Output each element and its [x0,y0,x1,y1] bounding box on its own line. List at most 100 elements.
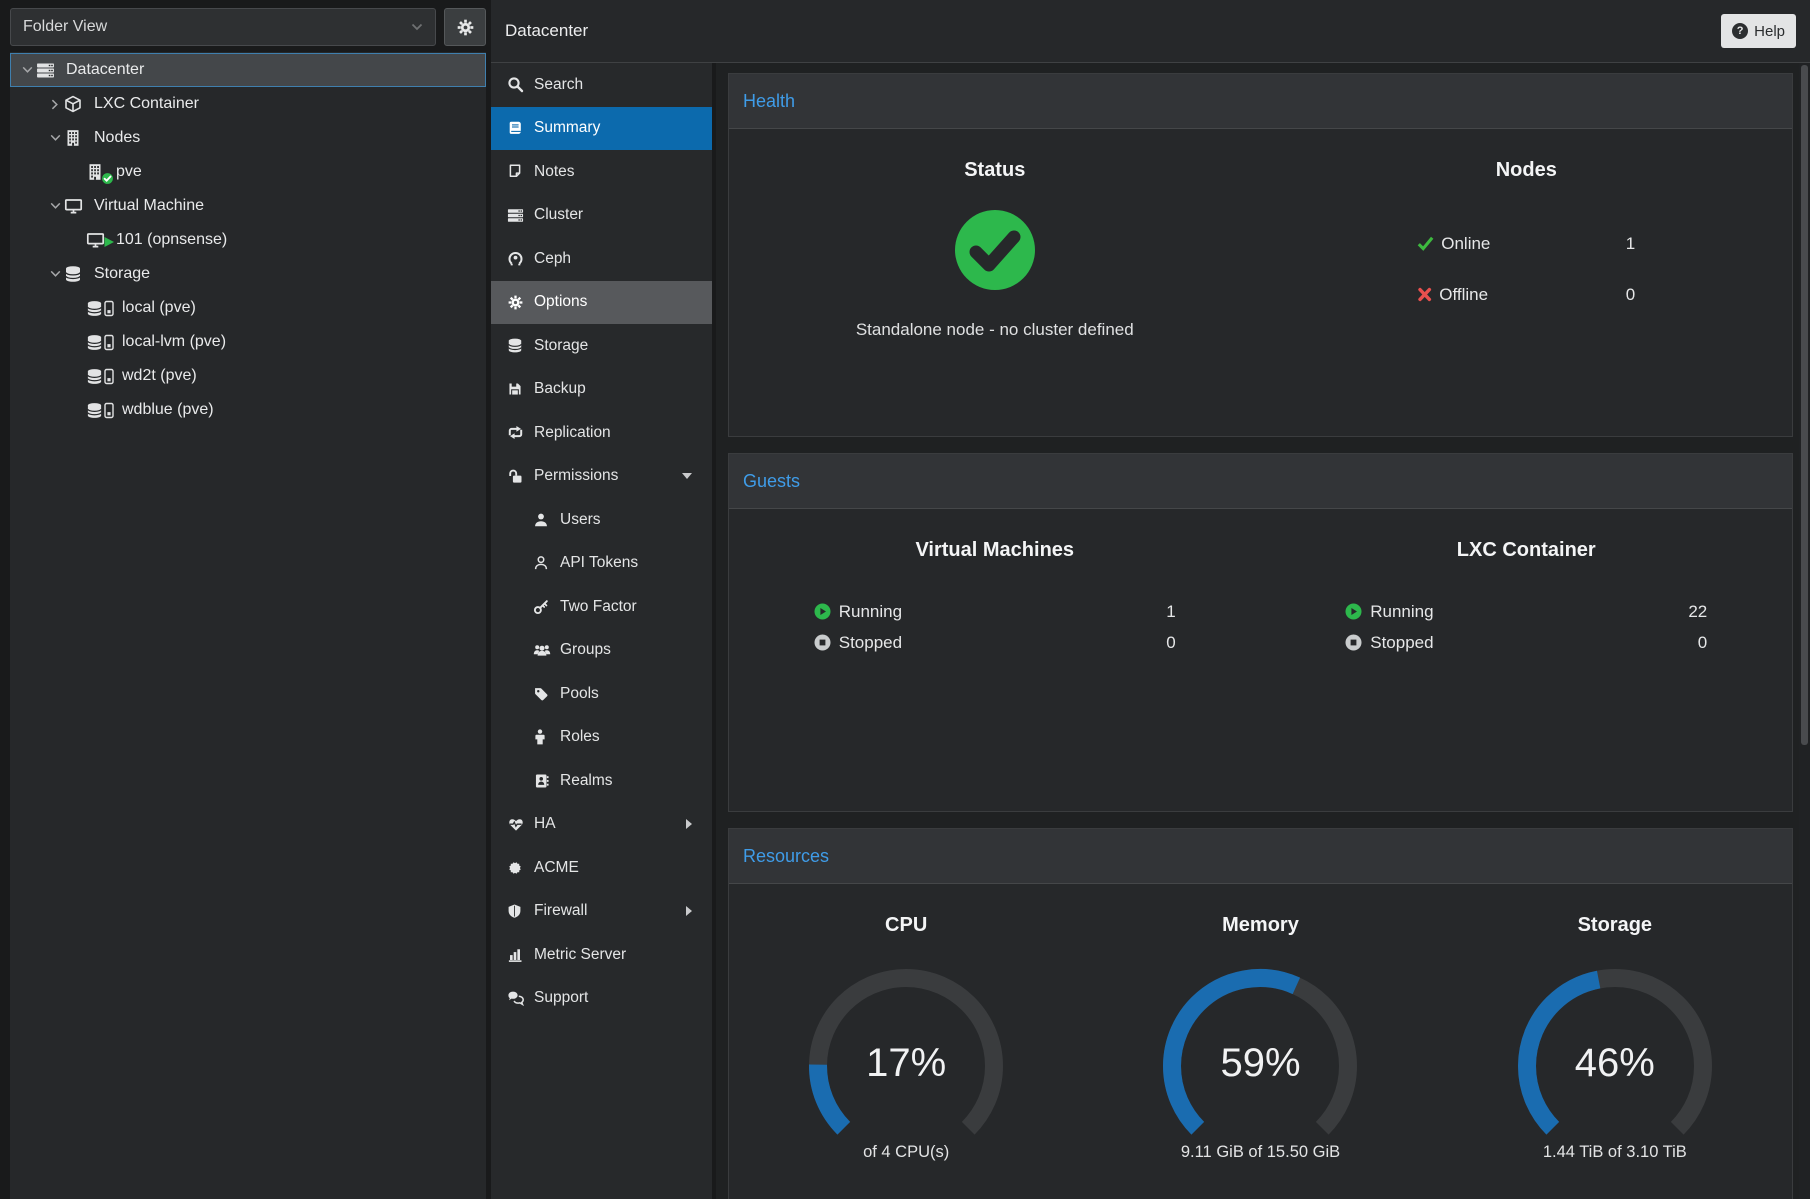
tree-item-label: Storage [94,265,151,282]
tree-item-label: wdblue (pve) [122,401,214,418]
panel-title: Guests [743,470,801,491]
nav-item-label: Storage [534,336,589,354]
certificate-seal-icon [507,860,534,876]
nav-item-ha[interactable]: HA [491,803,712,847]
health-panel-header: Health [729,74,1792,129]
chevron-down-icon[interactable] [46,134,64,142]
play-circle-icon [814,603,831,620]
nav-item-replication[interactable]: Replication [491,411,712,455]
chevron-down-icon[interactable] [18,66,36,74]
user-outline-icon [533,555,560,571]
nav-item-search[interactable]: Search [491,63,712,107]
storage-volume-icon [86,401,118,419]
tree-item-datacenter[interactable]: Datacenter [10,53,486,87]
chevron-down-icon[interactable] [46,270,64,278]
nav-item-ceph[interactable]: Ceph [491,237,712,281]
unlock-icon [507,468,534,485]
nav-item-cluster[interactable]: Cluster [491,194,712,238]
nav-item-realms[interactable]: Realms [491,759,712,803]
nav-item-label: Summary [534,119,601,137]
cpu-gauge: CPU 17% of 4 CPU(s) [729,884,1083,1199]
chevron-right-icon[interactable] [46,99,64,110]
lxc-guests-column: LXC Container Running 22 [1261,509,1793,811]
nav-item-two-factor[interactable]: Two Factor [491,585,712,629]
vertical-scrollbar[interactable] [1799,63,1810,1199]
status-online-badge-icon [101,172,114,185]
chevron-down-icon [682,473,692,480]
lxc-running-row: Running 22 [1345,596,1707,627]
nav-item-summary[interactable]: Summary [491,106,712,150]
view-mode-select[interactable]: Folder View [10,8,436,46]
help-button[interactable]: ? Help [1721,14,1796,48]
storage-percent: 46% [1574,1041,1655,1085]
tree-settings-button[interactable] [444,8,486,46]
nav-item-label: Users [560,510,601,528]
desktop-icon [64,197,90,215]
tree-item-storage-local[interactable]: local (pve) [10,291,486,325]
resource-tree: Datacenter LXC Container Nodes [10,52,486,1199]
nav-item-label: Roles [560,728,600,746]
status-ok-icon [953,208,1037,292]
nav-item-options[interactable]: Options [491,280,712,324]
nav-item-backup[interactable]: Backup [491,368,712,412]
nav-item-label: HA [534,815,556,833]
tree-item-virtual-machine[interactable]: Virtual Machine [10,189,486,223]
lxc-stopped-row: Stopped 0 [1345,627,1707,658]
storage-detail: 1.44 TiB of 3.10 TiB [1542,1143,1687,1161]
database-icon [507,337,534,354]
tree-item-storage-wdblue[interactable]: wdblue (pve) [10,393,486,427]
storage-volume-icon [86,367,118,385]
chevron-down-icon[interactable] [46,202,64,210]
stop-circle-icon [1345,634,1362,651]
tree-item-vm-101[interactable]: 101 (opnsense) [10,223,486,257]
tree-item-storage-local-lvm[interactable]: local-lvm (pve) [10,325,486,359]
nav-item-firewall[interactable]: Firewall [491,890,712,934]
stop-circle-icon [814,634,831,651]
ceph-icon [507,250,534,267]
storage-gauge: Storage 46% 1.44 TiB of 3.10 TiB [1438,884,1792,1199]
scrollbar-thumb[interactable] [1801,65,1808,745]
node-online-icon [86,163,114,185]
question-circle-icon: ? [1732,23,1749,39]
tree-item-label: Virtual Machine [94,197,204,214]
nodes-offline-row: Offline 0 [1417,269,1635,320]
nav-item-label: Support [534,989,589,1007]
guests-panel: Guests Virtual Machines Running [728,453,1793,812]
nav-item-users[interactable]: Users [491,498,712,542]
tree-item-label: pve [116,163,142,180]
tree-item-nodes[interactable]: Nodes [10,121,486,155]
nav-item-groups[interactable]: Groups [491,629,712,673]
nav-item-roles[interactable]: Roles [491,716,712,760]
nav-item-api-tokens[interactable]: API Tokens [491,542,712,586]
nav-item-permissions[interactable]: Permissions [491,455,712,499]
memory-gauge-arc [1163,969,1358,1135]
tag-icon [533,686,560,702]
nav-item-label: Notes [534,162,575,180]
nav-item-storage[interactable]: Storage [491,324,712,368]
page-title: Datacenter [505,21,589,40]
nodes-online-row: Online 1 [1417,218,1635,269]
gear-icon [456,18,475,37]
lxc-running-count: 22 [1688,601,1708,621]
health-panel: Health Status Standalone node - no clust… [728,73,1793,437]
right-region: Datacenter ? Help Search Summary [491,0,1810,1199]
status-running-badge-icon [103,236,115,248]
tree-item-label: wd2t (pve) [122,367,197,384]
tree-item-pve[interactable]: pve [10,155,486,189]
tree-item-lxc-container[interactable]: LXC Container [10,87,486,121]
tree-item-storage[interactable]: Storage [10,257,486,291]
nav-item-support[interactable]: Support [491,977,712,1021]
nav-item-acme[interactable]: ACME [491,846,712,890]
search-icon [507,76,534,93]
tree-item-storage-wd2t[interactable]: wd2t (pve) [10,359,486,393]
heartbeat-icon [507,816,534,832]
nav-item-notes[interactable]: Notes [491,150,712,194]
server-icon [36,61,62,79]
guests-panel-header: Guests [729,454,1792,509]
shield-icon [507,903,534,919]
nav-item-pools[interactable]: Pools [491,672,712,716]
running-label: Running [1370,601,1434,621]
cpu-gauge-arc [809,969,1004,1135]
tree-item-label: local-lvm (pve) [122,333,227,350]
nav-item-metric-server[interactable]: Metric Server [491,933,712,977]
